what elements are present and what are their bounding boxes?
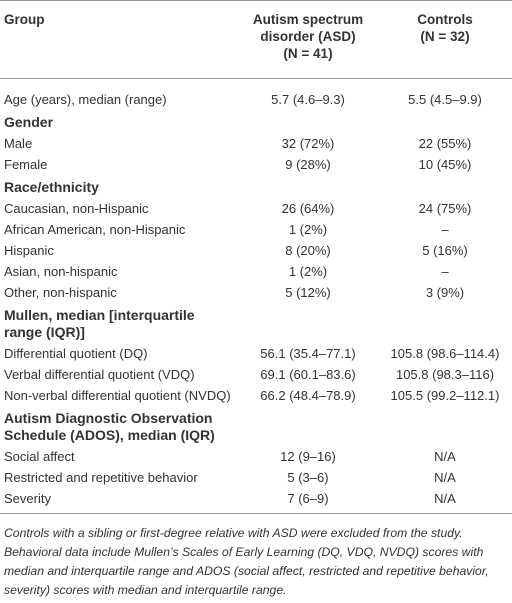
section-heading: Gender bbox=[4, 114, 54, 130]
row-label: Hispanic bbox=[4, 243, 54, 258]
asd-value: 1 (2%) bbox=[288, 222, 328, 237]
row-label: African American, non-Hispanic bbox=[4, 222, 186, 237]
table-row: Caucasian, non-Hispanic 26 (64%) 24 (75%) bbox=[0, 198, 512, 219]
asd-value: 8 (20%) bbox=[285, 243, 331, 258]
table-row: Gender bbox=[0, 110, 512, 133]
controls-value: 10 (45%) bbox=[418, 157, 472, 172]
asd-value: 5 (12%) bbox=[285, 285, 331, 300]
row-label: Severity bbox=[4, 491, 51, 506]
table-row: Restricted and repetitive behavior 5 (3–6… bbox=[0, 467, 512, 488]
asd-value: 56.1 (35.4–77.1) bbox=[260, 346, 356, 361]
row-label: Other, non-hispanic bbox=[4, 285, 117, 300]
row-label: Social affect bbox=[4, 449, 75, 464]
asd-value: 66.2 (48.4–78.9) bbox=[260, 388, 356, 403]
empty-cell bbox=[238, 110, 378, 133]
row-label: Asian, non-hispanic bbox=[4, 264, 118, 279]
controls-value: – bbox=[441, 264, 449, 279]
header-cell: Autism spectrum disorder (ASD) (N = 41) bbox=[238, 1, 378, 79]
row-label: Caucasian, non-Hispanic bbox=[4, 201, 149, 216]
section-heading: Autism Diagnostic Observation Schedule (… bbox=[4, 410, 215, 443]
row-label: Non-verbal differential quotient (NVDQ) bbox=[4, 388, 231, 403]
header-n: (N = 41) bbox=[283, 46, 333, 61]
controls-value: 24 (75%) bbox=[418, 201, 472, 216]
empty-cell bbox=[378, 406, 512, 446]
header-title: Autism spectrum disorder (ASD) bbox=[252, 12, 364, 44]
asd-value: 1 (2%) bbox=[288, 264, 328, 279]
table-row: African American, non-Hispanic 1 (2%) – bbox=[0, 219, 512, 240]
controls-value: 22 (55%) bbox=[418, 136, 472, 151]
controls-value: 3 (9%) bbox=[425, 285, 465, 300]
asd-value: 26 (64%) bbox=[281, 201, 335, 216]
asd-value: 5 (3–6) bbox=[287, 470, 329, 485]
controls-value: N/A bbox=[434, 491, 456, 506]
section-heading: Race/ethnicity bbox=[4, 179, 99, 195]
empty-cell bbox=[378, 303, 512, 343]
table-row: Verbal differential quotient (VDQ) 69.1 (… bbox=[0, 364, 512, 385]
table-row: Hispanic 8 (20%) 5 (16%) bbox=[0, 240, 512, 261]
header-n: (N = 32) bbox=[420, 29, 470, 44]
controls-value: 5 (16%) bbox=[422, 243, 468, 258]
table-row: Race/ethnicity bbox=[0, 175, 512, 198]
table-row: Non-verbal differential quotient (NVDQ) 6… bbox=[0, 385, 512, 406]
table-row: Asian, non-hispanic 1 (2%) – bbox=[0, 261, 512, 282]
table-row: Severity 7 (6–9) N/A bbox=[0, 488, 512, 514]
header-cell: Group bbox=[4, 12, 45, 27]
table-row: Female 9 (28%) 10 (45%) bbox=[0, 154, 512, 175]
table-row: Male 32 (72%) 22 (55%) bbox=[0, 133, 512, 154]
asd-value: 5.7 (4.6–9.3) bbox=[271, 92, 345, 107]
section-heading: Mullen, median [interquartile range (IQR… bbox=[4, 307, 195, 340]
header-cell: Controls (N = 32) bbox=[378, 1, 512, 79]
controls-value: N/A bbox=[434, 470, 456, 485]
row-label: Verbal differential quotient (VDQ) bbox=[4, 367, 195, 382]
empty-cell bbox=[238, 303, 378, 343]
data-table: Group Autism spectrum disorder (ASD) (N =… bbox=[0, 0, 512, 514]
controls-value: 105.8 (98.6–114.4) bbox=[390, 346, 500, 361]
table-row: Mullen, median [interquartile range (IQR… bbox=[0, 303, 512, 343]
controls-value: – bbox=[441, 222, 449, 237]
empty-cell bbox=[238, 175, 378, 198]
empty-cell bbox=[378, 175, 512, 198]
header-title: Controls bbox=[417, 12, 473, 27]
table-row: Other, non-hispanic 5 (12%) 3 (9%) bbox=[0, 282, 512, 303]
controls-value: 5.5 (4.5–9.9) bbox=[408, 92, 482, 107]
row-label: Differential quotient (DQ) bbox=[4, 346, 148, 361]
asd-value: 32 (72%) bbox=[281, 136, 335, 151]
row-label: Female bbox=[4, 157, 48, 172]
asd-value: 9 (28%) bbox=[285, 157, 331, 172]
controls-value: 105.5 (99.2–112.1) bbox=[390, 388, 500, 403]
asd-value: 7 (6–9) bbox=[287, 491, 329, 506]
row-label: Male bbox=[4, 136, 33, 151]
controls-value: N/A bbox=[434, 449, 456, 464]
table-note: Controls with a sibling or first-degree … bbox=[4, 526, 489, 597]
row-label: Age (years), median (range) bbox=[4, 92, 167, 107]
empty-cell bbox=[378, 110, 512, 133]
table-row: Differential quotient (DQ) 56.1 (35.4–77.… bbox=[0, 343, 512, 364]
asd-value: 69.1 (60.1–83.6) bbox=[260, 367, 356, 382]
table-row: Age (years), median (range) 5.7 (4.6–9.3)… bbox=[0, 79, 512, 111]
asd-value: 12 (9–16) bbox=[280, 449, 336, 464]
table-body: Age (years), median (range) 5.7 (4.6–9.3)… bbox=[0, 79, 512, 514]
header-row: Group Autism spectrum disorder (ASD) (N =… bbox=[0, 1, 512, 79]
table-row: Social affect 12 (9–16) N/A bbox=[0, 446, 512, 467]
row-label: Restricted and repetitive behavior bbox=[4, 470, 198, 485]
table-row: Autism Diagnostic Observation Schedule (… bbox=[0, 406, 512, 446]
empty-cell bbox=[238, 406, 378, 446]
controls-value: 105.8 (98.3–116) bbox=[395, 367, 495, 382]
